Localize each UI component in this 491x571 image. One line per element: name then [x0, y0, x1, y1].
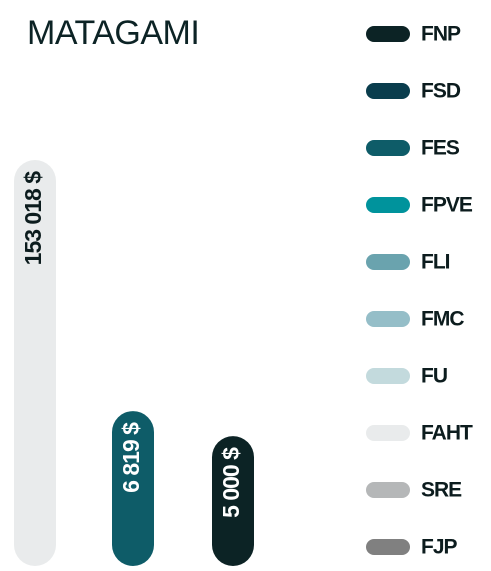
bar	[112, 411, 154, 566]
legend-swatch	[366, 26, 410, 42]
bar	[212, 436, 254, 566]
legend-label: FNP	[421, 23, 461, 46]
legend-label: FES	[421, 137, 460, 160]
legend-swatch	[366, 83, 410, 99]
legend-swatch	[366, 197, 410, 213]
legend-label: SRE	[421, 479, 462, 502]
chart-title: MATAGAMI	[27, 14, 199, 52]
legend-label: FU	[421, 365, 447, 388]
bar-label: 6 819 $	[118, 422, 144, 493]
legend-swatch	[366, 368, 410, 384]
legend-label: FPVE	[421, 194, 473, 217]
legend-label: FSD	[421, 80, 461, 103]
legend-label: FMC	[421, 308, 464, 331]
bar	[14, 160, 56, 566]
legend-label: FLI	[421, 251, 450, 274]
legend-swatch	[366, 140, 410, 156]
legend-swatch	[366, 254, 410, 270]
legend-swatch	[366, 311, 410, 327]
legend-swatch	[366, 539, 410, 555]
legend-label: FAHT	[421, 422, 473, 445]
legend-label: FJP	[421, 536, 458, 559]
bar-label: 5 000 $	[218, 447, 244, 518]
bar-label: 153 018 $	[20, 171, 46, 266]
legend-swatch	[366, 482, 410, 498]
legend-swatch	[366, 425, 410, 441]
